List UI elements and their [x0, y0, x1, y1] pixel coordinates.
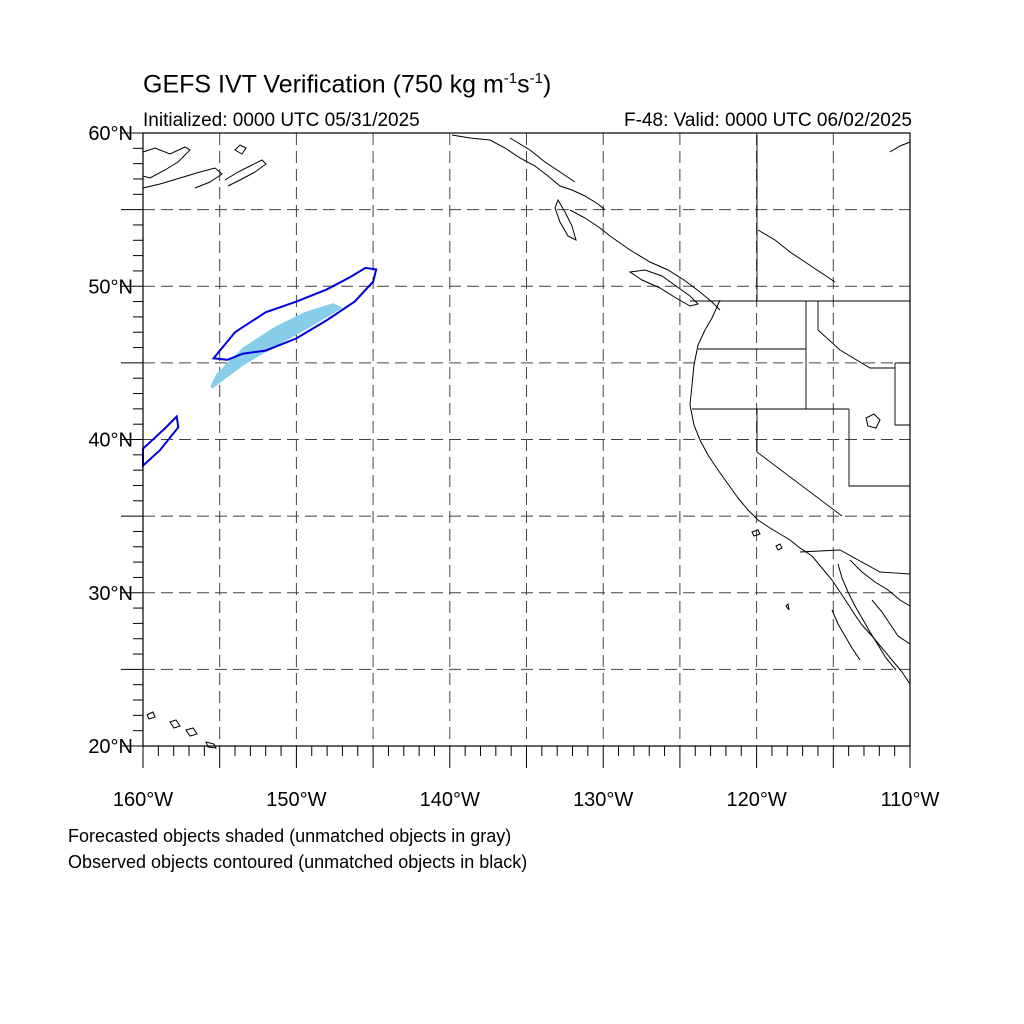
caption-observed: Observed objects contoured (unmatched ob… [68, 852, 528, 872]
lon-tick-label: 150°W [266, 789, 326, 811]
lat-tick-label: 20°N [88, 736, 133, 758]
initialized-time: Initialized: 0000 UTC 05/31/2025 [143, 110, 420, 131]
coastlines [142, 134, 911, 749]
longitude-labels: 160°W 150°W 140°W 130°W 120°W 110°W [113, 789, 940, 811]
caption-forecast: Forecasted objects shaded (unmatched obj… [68, 826, 512, 846]
observed-objects [142, 266, 378, 468]
latitude-labels: 20°N 30°N 40°N 50°N 60°N [88, 123, 133, 758]
forecast-objects [210, 303, 343, 389]
lon-tick-label: 120°W [726, 789, 786, 811]
axis-ticks [121, 132, 911, 768]
valid-time: F-48: Valid: 0000 UTC 06/02/2025 [624, 110, 912, 131]
lat-tick-label: 30°N [88, 583, 133, 605]
forecast-object [210, 303, 343, 389]
political-borders [690, 135, 911, 575]
lon-tick-label: 110°W [881, 789, 940, 811]
lat-tick-label: 60°N [88, 123, 133, 145]
lon-tick-label: 160°W [113, 789, 173, 811]
observed-object-contour [142, 414, 180, 468]
observed-object-contour [211, 266, 378, 361]
gridlines [143, 133, 910, 746]
lat-tick-label: 40°N [88, 430, 133, 452]
lon-tick-label: 140°W [420, 789, 480, 811]
figure-title: GEFS IVT Verification (750 kg m-1s-1) [143, 70, 552, 99]
lon-tick-label: 130°W [573, 789, 633, 811]
lat-tick-label: 50°N [88, 276, 133, 298]
